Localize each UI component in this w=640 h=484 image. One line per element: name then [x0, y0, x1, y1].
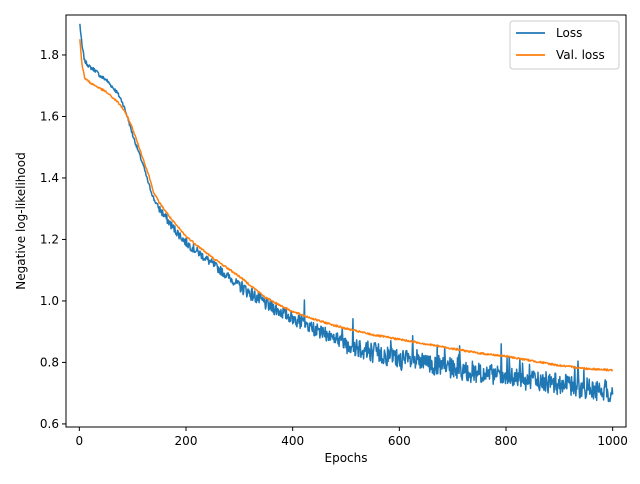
y-tick-label: 1.4 — [40, 171, 59, 185]
x-ticks: 0 200 400 600 800 1000 — [76, 427, 628, 448]
y-axis-label: Negative log-likelihood — [14, 152, 28, 289]
y-tick-label: 0.8 — [40, 355, 59, 369]
y-ticks: 0.6 0.8 1.0 1.2 1.4 1.6 1.8 — [40, 48, 66, 431]
series-line-val-loss — [79, 39, 614, 372]
x-tick-label: 800 — [495, 434, 518, 448]
x-tick-label: 600 — [388, 434, 411, 448]
y-tick-label: 1.8 — [40, 48, 59, 62]
legend-label-val-loss: Val. loss — [556, 48, 605, 62]
y-tick-label: 1.0 — [40, 294, 59, 308]
plot-area: 0 200 400 600 800 1000 0.6 0.8 1.0 1.2 1.4 1.6 1.8 — [40, 14, 628, 448]
series-layer — [79, 23, 614, 403]
legend: Loss Val. loss — [509, 20, 620, 70]
x-tick-label: 200 — [175, 434, 198, 448]
y-tick-label: 1.6 — [40, 109, 59, 123]
y-tick-label: 0.6 — [40, 417, 59, 431]
y-tick-label: 1.2 — [40, 232, 59, 246]
x-axis-label: Epochs — [325, 451, 368, 465]
x-tick-label: 1000 — [597, 434, 628, 448]
x-tick-label: 0 — [76, 434, 84, 448]
series-line-loss — [79, 23, 614, 403]
legend-label-loss: Loss — [556, 26, 582, 40]
axes-frame — [65, 14, 627, 428]
x-tick-label: 400 — [281, 434, 304, 448]
